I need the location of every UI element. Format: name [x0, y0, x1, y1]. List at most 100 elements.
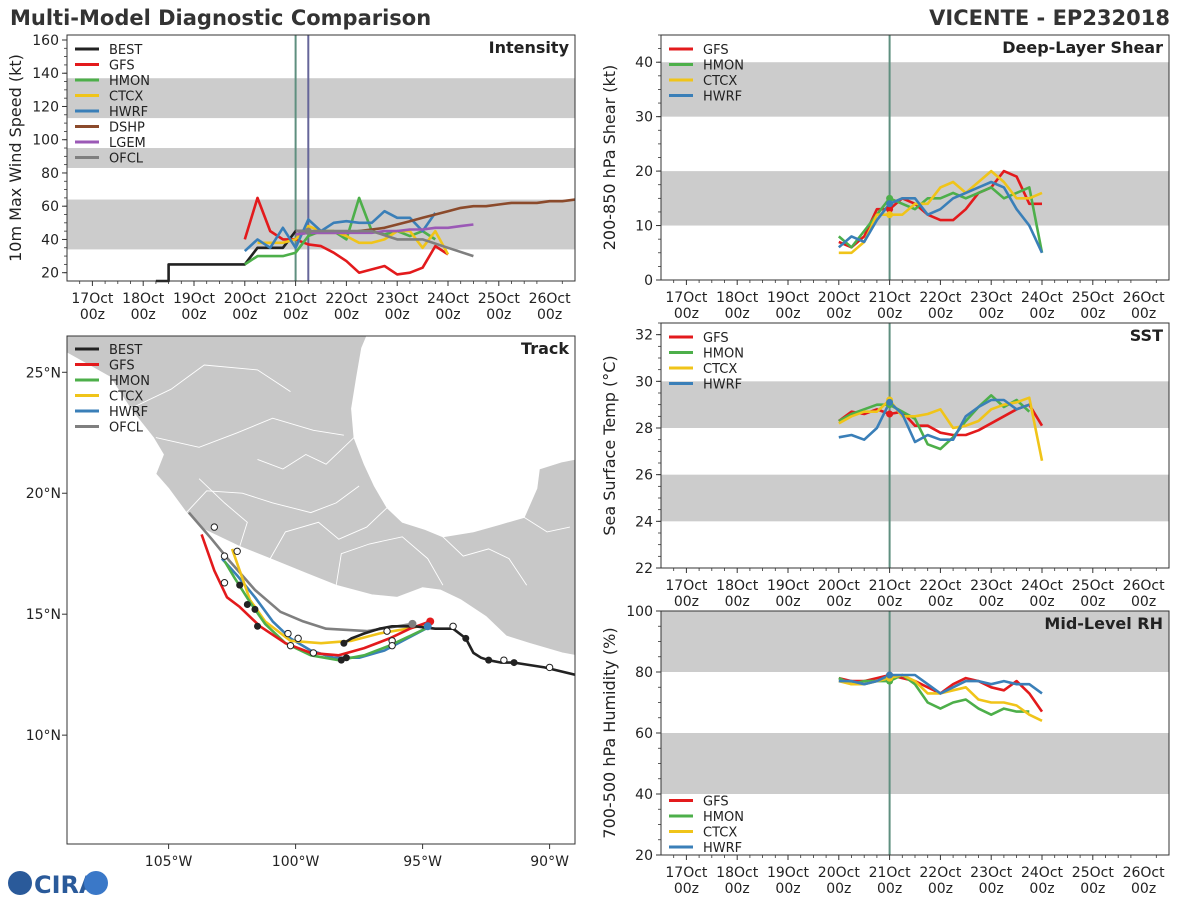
storm-id: VICENTE - EP232018: [929, 6, 1170, 30]
rh-xtick-label-date: 19Oct: [767, 865, 810, 881]
sst-legend-label-hwrf: HWRF: [703, 378, 742, 393]
sst-xtick-label-date: 25Oct: [1072, 578, 1115, 594]
intensity-ytick-label: 160: [32, 33, 59, 49]
track-forecast-position: [210, 523, 219, 531]
track-forecast-position: [220, 552, 229, 560]
shear-series-ctcx: [838, 169, 1043, 255]
track-forecast-position: [383, 627, 391, 635]
shear-xtick-label-date: 17Oct: [665, 290, 708, 306]
sst-point-gfs: [886, 410, 894, 418]
track-border-2: [269, 507, 388, 559]
intensity-band-0: [67, 199, 575, 250]
track-legend-label-ofcl: OFCL: [109, 421, 144, 436]
rh-band-1: [661, 611, 1169, 672]
rh-xtick-label-date: 25Oct: [1072, 865, 1115, 881]
rh-xtick-label-hour: 00z: [928, 881, 953, 897]
track-border-6: [257, 437, 355, 470]
track-best-position: [254, 622, 261, 630]
track-best-position: [236, 581, 244, 589]
intensity-legend-label-ctcx: CTCX: [109, 90, 143, 105]
sst-series-hwrf: [838, 398, 1030, 444]
rh-ytick-label: 20: [635, 848, 653, 864]
rh-series-hmon: [838, 673, 1030, 717]
panel-sst: 22242628303217Oct00z18Oct00z19Oct00z20Oc…: [600, 322, 1170, 610]
rh-xtick-label-hour: 00z: [1131, 881, 1156, 897]
sst-xtick-label-hour: 00z: [674, 594, 699, 610]
track-forecast-position: [388, 641, 396, 650]
sst-title: SST: [1130, 326, 1163, 345]
intensity-xtick-label-date: 20Oct: [224, 291, 267, 307]
sst-xtick-label-hour: 00z: [725, 594, 750, 610]
shear-ytick-label: 10: [635, 219, 653, 235]
track-best-position: [462, 634, 470, 642]
shear-ytick-label: 0: [644, 273, 653, 289]
track-layer: [67, 336, 575, 676]
cira-logo: CIRA: [4, 866, 114, 904]
intensity-series-hmon: [244, 196, 437, 266]
intensity-xtick-label-date: 24Oct: [427, 291, 470, 307]
rh-xtick-label-date: 26Oct: [1123, 865, 1166, 881]
rh-xtick-label-hour: 00z: [1080, 881, 1105, 897]
intensity-legend-label-best: BEST: [109, 43, 142, 58]
intensity-ytick-label: 80: [41, 166, 59, 182]
intensity-series-lgem: [295, 223, 474, 236]
track-forecast-position: [500, 656, 508, 664]
track-frame: [66, 335, 576, 845]
track-hwrf-start: [423, 622, 432, 631]
sst-xtick-label-date: 17Oct: [665, 578, 708, 594]
intensity-xtick-label-hour: 00z: [232, 307, 257, 323]
intensity-ytick-label: 100: [32, 133, 59, 149]
rh-ytick-label: 40: [635, 787, 653, 803]
rh-xtick-label-hour: 00z: [826, 881, 851, 897]
track-best-position: [337, 656, 345, 664]
intensity-frame: [66, 34, 576, 282]
sst-ytick-label: 26: [635, 468, 653, 484]
intensity-xtick-label-date: 19Oct: [173, 291, 216, 307]
sst-xtick-label-hour: 00z: [928, 594, 953, 610]
rh-frame: [660, 610, 1170, 856]
rh-ylabel: 700-500 hPa Humidity (%): [600, 627, 619, 838]
rh-xtick-label-hour: 00z: [979, 881, 1004, 897]
shear-xtick-label-hour: 00z: [979, 306, 1004, 322]
rh-legend-label-gfs: GFS: [703, 795, 729, 810]
track-ofcl-start: [408, 619, 417, 628]
sst-ytick-label: 30: [635, 374, 653, 390]
intensity-xtick-label-date: 17Oct: [71, 291, 114, 307]
rh-point-hwrf: [886, 671, 894, 679]
shear-point-hwrf: [886, 200, 894, 208]
intensity-legend-label-gfs: GFS: [109, 59, 135, 74]
track-best-position: [510, 659, 518, 667]
track-forecast-position: [545, 663, 554, 672]
track-legend-label-ctcx: CTCX: [109, 390, 143, 405]
intensity-xtick-label-hour: 00z: [181, 307, 206, 323]
track-xtick-label: 100°W: [272, 854, 320, 870]
shear-point-ctcx: [886, 211, 894, 219]
intensity-series-hwrf: [243, 209, 437, 253]
sst-ytick-label: 22: [635, 561, 653, 577]
track-ytick-label: 10°N: [26, 728, 61, 744]
intensity-ytick-label: 20: [41, 266, 59, 282]
intensity-xtick-label-date: 21Oct: [275, 291, 318, 307]
intensity-title: Intensity: [489, 38, 570, 57]
shear-xtick-label-hour: 00z: [775, 306, 800, 322]
rh-xtick-label-date: 17Oct: [665, 865, 708, 881]
shear-ytick-label: 40: [635, 55, 653, 71]
sst-xtick-label-date: 22Oct: [919, 578, 962, 594]
track-forecast-position: [284, 629, 292, 638]
track-legend-label-hmon: HMON: [109, 374, 150, 389]
intensity-legend-label-dshp: DSHP: [109, 121, 145, 136]
track-border-0: [155, 417, 344, 448]
intensity-xtick-label-date: 22Oct: [325, 291, 368, 307]
track-border-4: [442, 536, 528, 586]
intensity-ytick-label: 120: [32, 99, 59, 115]
intensity-ytick-label: 40: [41, 232, 59, 248]
intensity-legend-label-hmon: HMON: [109, 74, 150, 89]
track-best-position: [485, 656, 493, 664]
rh-xtick-label-date: 20Oct: [818, 865, 861, 881]
sst-frame: [660, 322, 1170, 569]
track-border-5: [523, 517, 570, 533]
rh-series-hwrf: [838, 673, 1043, 695]
intensity-legend-label-lgem: LGEM: [109, 136, 146, 151]
rh-title: Mid-Level RH: [1044, 614, 1163, 633]
